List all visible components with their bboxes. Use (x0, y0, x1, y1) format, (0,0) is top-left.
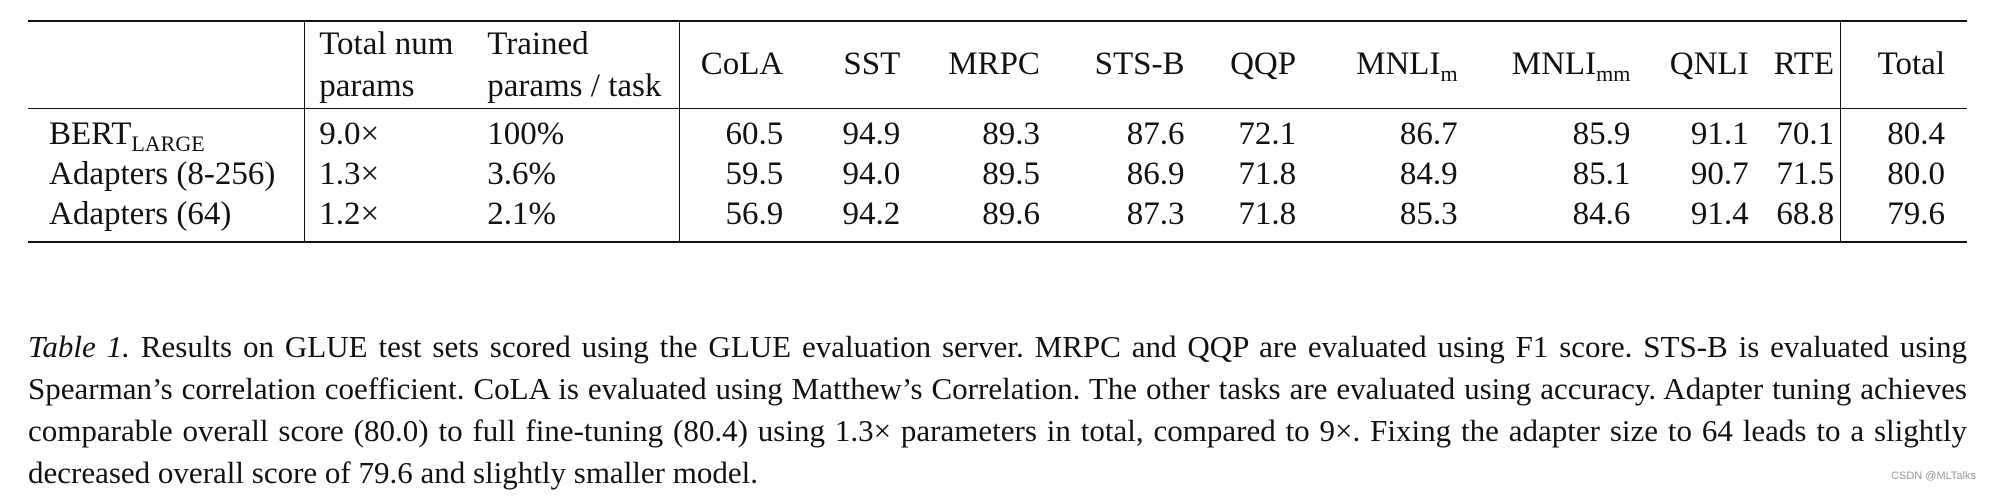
row-model-base: Adapters (64) (49, 196, 232, 233)
header-trained-params-line2: params / task (487, 68, 662, 104)
header-model (28, 21, 306, 109)
row-trained-params: 2.1% (487, 195, 681, 242)
header-mnli-m-base: MNLI (1356, 46, 1441, 83)
caption-text: Results on GLUE test sets scored using t… (28, 329, 1968, 490)
row-model: BERTLARGE (28, 108, 306, 157)
row-cola: 59.5 (725, 156, 784, 193)
table-row: Adapters (8-256) 1.3× 3.6% 59.5 94.0 89.… (28, 155, 1967, 195)
row-total: 79.6 (1887, 196, 1945, 233)
row-mnli-m: 84.9 (1399, 156, 1458, 193)
row-rte: 71.5 (1754, 155, 1842, 195)
row-rte: 68.8 (1754, 195, 1842, 242)
row-qnli: 91.1 (1690, 116, 1749, 153)
glue-results-table: Total num params Trained params / task C… (28, 20, 1967, 243)
header-total-params-line1: Total num (319, 25, 454, 62)
row-mnli-mm: 84.6 (1572, 196, 1631, 233)
row-mnli-mm: 85.1 (1572, 156, 1631, 193)
row-cola: 56.9 (725, 196, 784, 233)
row-mrpc: 89.6 (982, 196, 1040, 233)
header-mnli-m: MNLIm (1312, 21, 1479, 109)
row-mnli-m: 85.3 (1399, 196, 1458, 233)
row-total-params: 1.3× (319, 156, 380, 193)
row-stsb: 86.9 (1126, 156, 1185, 193)
row-sst: 94.0 (842, 156, 901, 193)
header-mrpc: MRPC (948, 46, 1040, 83)
header-mnli-mm-base: MNLI (1511, 46, 1597, 83)
header-total: Total (1877, 46, 1945, 83)
row-qqp: 71.8 (1238, 196, 1297, 233)
row-mnli-mm: 85.9 (1572, 116, 1631, 153)
row-cola: 60.5 (725, 116, 784, 153)
row-model: Adapters (64) (28, 195, 306, 242)
row-qnli: 90.7 (1690, 156, 1749, 193)
watermark: CSDN @MLTalks (1891, 470, 1976, 482)
row-sst: 94.9 (842, 116, 901, 153)
header-mnli-mm: MNLImm (1480, 21, 1653, 109)
table-body: BERTLARGE 9.0× 100% 60.5 94.9 89.3 87.6 … (28, 108, 1967, 242)
table-row: Adapters (64) 1.2× 2.1% 56.9 94.2 89.6 8… (28, 195, 1967, 242)
results-table-container: Total num params Trained params / task C… (28, 20, 1967, 243)
row-sst: 94.2 (842, 196, 901, 233)
row-total: 80.0 (1887, 156, 1945, 193)
row-model-base: Adapters (8-256) (49, 156, 276, 193)
header-cola: CoLA (700, 46, 784, 83)
row-mnli-m: 86.7 (1399, 116, 1458, 153)
row-trained-params: 3.6% (487, 155, 681, 195)
table-caption: Table 1. Results on GLUE test sets score… (28, 326, 1967, 494)
header-qnli: QNLI (1669, 46, 1749, 83)
row-model: Adapters (8-256) (28, 155, 306, 195)
row-qqp: 72.1 (1238, 116, 1297, 153)
header-rte: RTE (1754, 21, 1842, 109)
row-stsb: 87.6 (1126, 116, 1185, 153)
row-stsb: 87.3 (1126, 196, 1185, 233)
table-row: BERTLARGE 9.0× 100% 60.5 94.9 89.3 87.6 … (28, 108, 1967, 157)
row-qnli: 91.4 (1690, 196, 1749, 233)
caption-label: Table 1. (28, 329, 130, 364)
row-total-params: 9.0× (319, 116, 380, 153)
header-total-params-line2: params (319, 68, 415, 104)
table-header: Total num params Trained params / task C… (28, 21, 1967, 109)
header-row: Total num params Trained params / task C… (28, 21, 1967, 109)
header-trained-params: Trained params / task (487, 21, 681, 109)
header-qqp: QQP (1230, 46, 1297, 83)
row-total-params: 1.2× (319, 196, 380, 233)
row-mrpc: 89.3 (982, 116, 1040, 153)
header-total-params: Total num params (305, 21, 488, 109)
row-trained-params: 100% (487, 108, 681, 155)
header-stsb: STS-B (1094, 46, 1185, 83)
row-total: 80.4 (1887, 116, 1945, 153)
header-mnli-mm-sub: mm (1596, 61, 1631, 87)
row-mrpc: 89.5 (982, 156, 1040, 193)
row-model-base: BERT (49, 116, 132, 153)
row-model-sub: LARGE (131, 131, 205, 157)
header-mnli-m-sub: m (1440, 61, 1458, 87)
row-rte: 70.1 (1754, 108, 1842, 155)
header-sst: SST (843, 46, 901, 83)
header-trained-params-line1: Trained (487, 25, 589, 62)
row-qqp: 71.8 (1238, 156, 1297, 193)
